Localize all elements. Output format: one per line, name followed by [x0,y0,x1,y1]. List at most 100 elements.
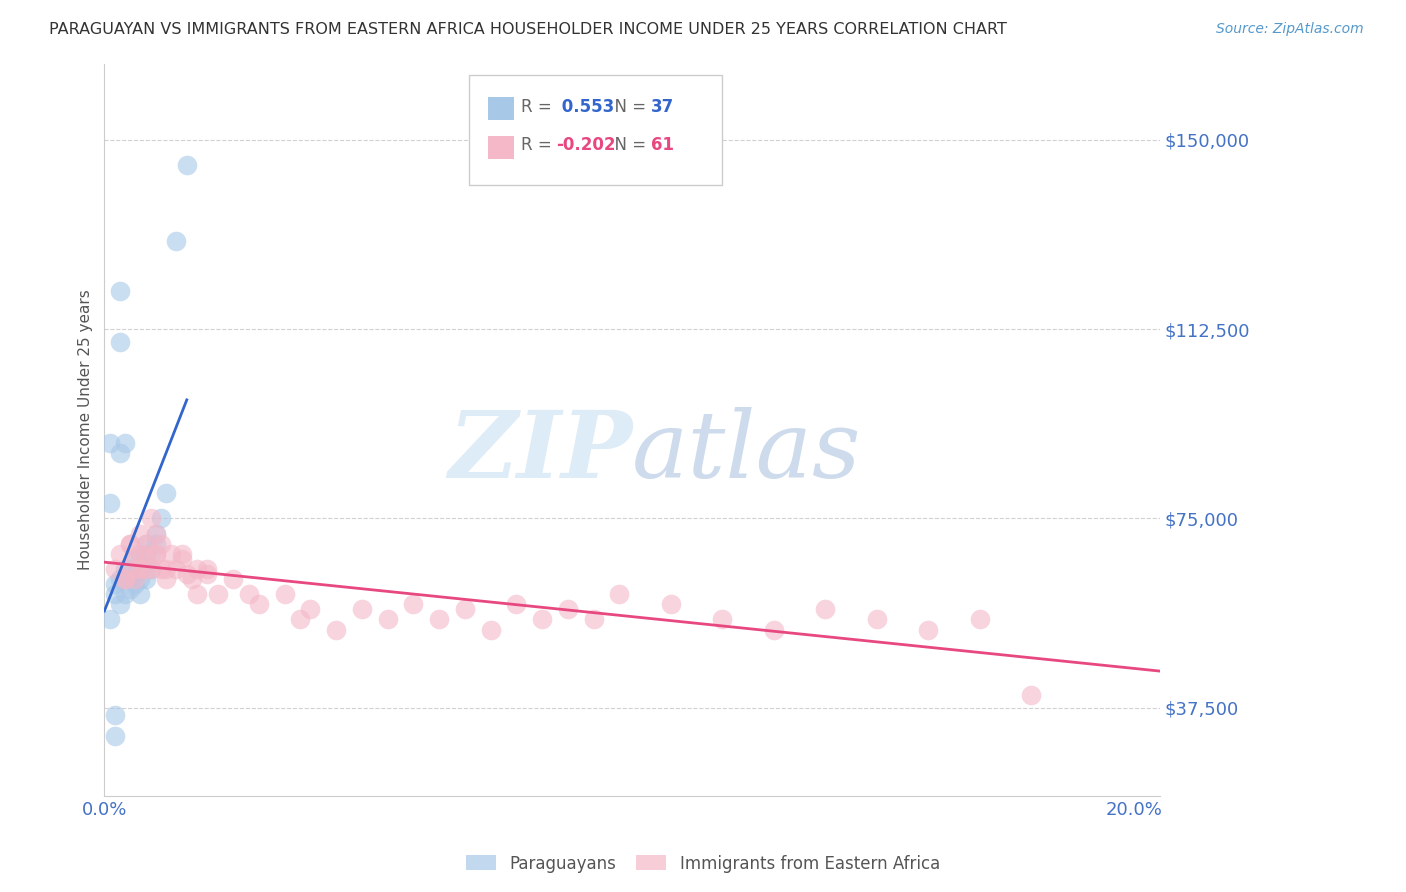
Point [129,547,152,561]
Point [108,285,131,299]
Point [659,597,682,611]
Point [129,562,152,576]
Point [299,602,322,616]
Point [145,526,167,541]
Point [120,562,142,576]
Point [98,496,121,510]
Text: R =: R = [522,136,557,153]
Point [288,612,311,626]
Point [120,582,142,596]
Point [402,597,425,611]
Point [582,612,605,626]
Point [176,567,198,582]
Text: PARAGUAYAN VS IMMIGRANTS FROM EASTERN AFRICA HOUSEHOLDER INCOME UNDER 25 YEARS C: PARAGUAYAN VS IMMIGRANTS FROM EASTERN AF… [49,22,1007,37]
Text: 37: 37 [651,97,675,116]
FancyBboxPatch shape [468,75,721,185]
Point [917,623,939,637]
Point [108,572,131,586]
Point [207,587,229,601]
Point [120,537,142,551]
Point [607,587,630,601]
Text: Source: ZipAtlas.com: Source: ZipAtlas.com [1216,22,1364,37]
Point [124,577,146,591]
Point [170,552,193,566]
Point [325,623,347,637]
Point [135,572,157,586]
Point [454,602,477,616]
Point [120,537,142,551]
Text: atlas: atlas [633,407,862,497]
Point [557,602,579,616]
Point [160,547,183,561]
Point [135,557,157,571]
Point [762,623,785,637]
Point [135,547,157,561]
FancyBboxPatch shape [488,136,515,160]
Point [155,562,177,576]
Point [129,547,152,561]
Y-axis label: Householder Income Under 25 years: Householder Income Under 25 years [79,290,93,571]
Point [427,612,450,626]
Point [866,612,889,626]
Point [129,562,152,576]
Point [195,562,218,576]
Point [186,562,208,576]
Point [170,547,193,561]
Point [145,537,167,551]
Point [114,435,136,450]
Point [166,234,188,248]
Point [104,562,127,576]
Point [150,537,173,551]
Point [139,511,162,525]
Point [114,572,136,586]
Point [104,729,127,743]
Point [124,572,146,586]
Point [108,547,131,561]
Point [247,597,270,611]
Point [139,547,162,561]
Point [135,537,157,551]
Point [135,547,157,561]
Point [108,334,131,349]
Point [129,572,152,586]
Point [377,612,399,626]
Point [124,567,146,582]
Point [531,612,554,626]
Point [124,562,146,576]
Point [98,612,121,626]
Point [104,708,127,723]
Point [1019,688,1042,702]
Point [135,537,157,551]
Point [114,587,136,601]
Point [176,158,198,172]
Point [181,572,204,586]
Point [104,587,127,601]
Point [155,572,177,586]
Point [195,567,218,582]
Point [104,577,127,591]
Text: -0.202: -0.202 [557,136,616,153]
FancyBboxPatch shape [488,97,515,120]
Point [145,547,167,561]
Point [150,562,173,576]
Text: N =: N = [603,97,651,116]
Point [814,602,837,616]
Point [124,552,146,566]
Point [969,612,991,626]
Text: R =: R = [522,97,557,116]
Point [124,552,146,566]
Point [108,597,131,611]
Text: 61: 61 [651,136,675,153]
Point [135,562,157,576]
Text: 0.553: 0.553 [557,97,614,116]
Point [114,562,136,576]
Point [114,572,136,586]
Point [479,623,502,637]
Point [98,435,121,450]
Point [145,547,167,561]
Point [155,486,177,500]
Point [238,587,260,601]
Point [350,602,373,616]
Point [150,511,173,525]
Point [711,612,734,626]
